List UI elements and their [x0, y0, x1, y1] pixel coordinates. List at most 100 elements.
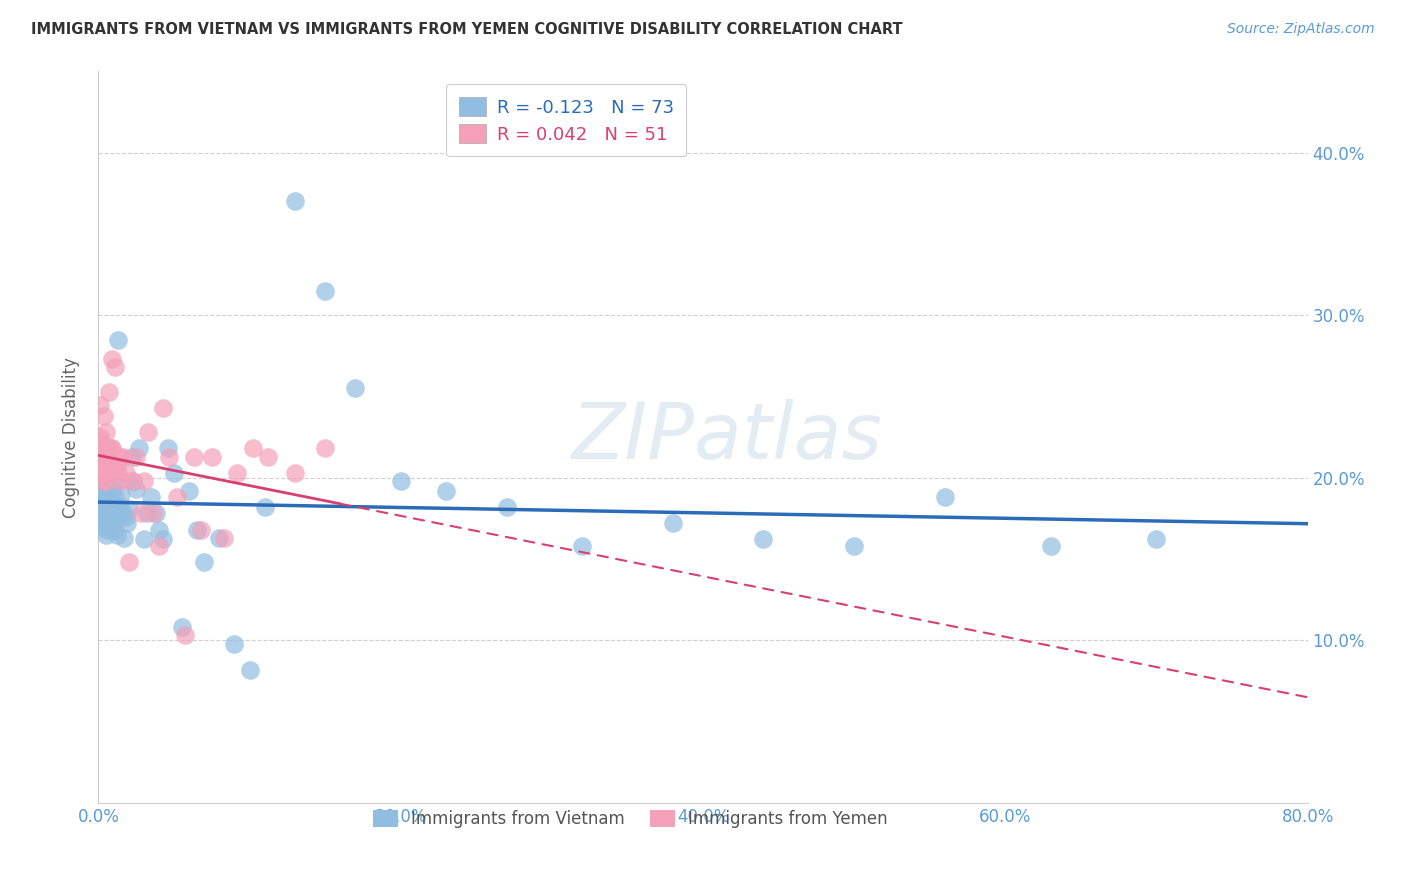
Point [96, 507, 118, 521]
Point [121, 450, 143, 464]
Point [101, 483, 124, 498]
Point [284, 194, 307, 209]
Point [114, 509, 136, 524]
Point [314, 284, 336, 298]
Point [93, 516, 115, 531]
Point [242, 442, 264, 456]
Point [107, 466, 129, 480]
Point [94, 479, 117, 493]
Point [108, 500, 131, 514]
Point [495, 500, 517, 514]
Point [314, 442, 336, 456]
Point [844, 539, 866, 553]
Point [91, 466, 114, 480]
Point [103, 523, 125, 537]
Point [148, 523, 170, 537]
Point [94, 458, 117, 472]
Point [114, 466, 136, 480]
Point [122, 474, 145, 488]
Point [132, 474, 155, 488]
Point [91, 519, 114, 533]
Y-axis label: Cognitive Disability: Cognitive Disability [62, 357, 80, 517]
Point [100, 511, 122, 525]
Point [90, 442, 112, 456]
Point [118, 501, 141, 516]
Point [104, 490, 127, 504]
Point [752, 533, 775, 547]
Point [145, 507, 167, 521]
Point [173, 628, 195, 642]
Point [208, 531, 231, 545]
Point [91, 474, 114, 488]
Point [90, 451, 112, 466]
Point [91, 483, 114, 498]
Point [129, 507, 152, 521]
Text: ZIPatlas: ZIPatlas [572, 399, 883, 475]
Point [136, 425, 159, 440]
Point [96, 523, 118, 537]
Point [90, 479, 112, 493]
Point [105, 458, 128, 472]
Point [135, 507, 157, 521]
Point [96, 490, 118, 504]
Point [90, 434, 112, 449]
Point [98, 503, 121, 517]
Point [1144, 533, 1167, 547]
Point [103, 458, 125, 472]
Point [125, 482, 148, 496]
Point [170, 620, 193, 634]
Point [344, 381, 367, 395]
Point [94, 511, 117, 525]
Point [101, 442, 124, 456]
Point [93, 450, 115, 464]
Point [112, 531, 135, 545]
Point [94, 500, 117, 514]
Point [201, 450, 224, 464]
Point [100, 458, 122, 472]
Point [91, 495, 114, 509]
Point [152, 533, 174, 547]
Point [226, 466, 249, 480]
Point [186, 523, 208, 537]
Point [661, 516, 683, 531]
Point [101, 352, 124, 367]
Point [93, 499, 115, 513]
Point [125, 450, 148, 464]
Point [224, 636, 246, 650]
Point [94, 527, 117, 541]
Point [132, 533, 155, 547]
Point [94, 442, 117, 456]
Point [104, 360, 127, 375]
Point [93, 467, 115, 482]
Point [89, 430, 111, 444]
Point [128, 442, 150, 456]
Point [100, 442, 122, 456]
Point [110, 487, 132, 501]
Point [98, 482, 121, 496]
Point [142, 507, 165, 521]
Point [94, 425, 117, 440]
Point [193, 555, 215, 569]
Point [571, 539, 593, 553]
Point [152, 401, 174, 415]
Point [89, 398, 111, 412]
Point [89, 487, 111, 501]
Point [118, 555, 141, 569]
Point [90, 503, 112, 517]
Point [91, 507, 114, 521]
Point [107, 333, 129, 347]
Point [90, 511, 112, 525]
Point [105, 527, 128, 541]
Point [98, 519, 121, 533]
Point [100, 495, 122, 509]
Point [91, 443, 114, 458]
Point [96, 450, 118, 464]
Point [156, 442, 179, 456]
Point [96, 474, 118, 488]
Point [183, 450, 205, 464]
Point [101, 507, 124, 521]
Point [103, 477, 125, 491]
Point [239, 663, 262, 677]
Point [111, 450, 134, 464]
Point [111, 507, 134, 521]
